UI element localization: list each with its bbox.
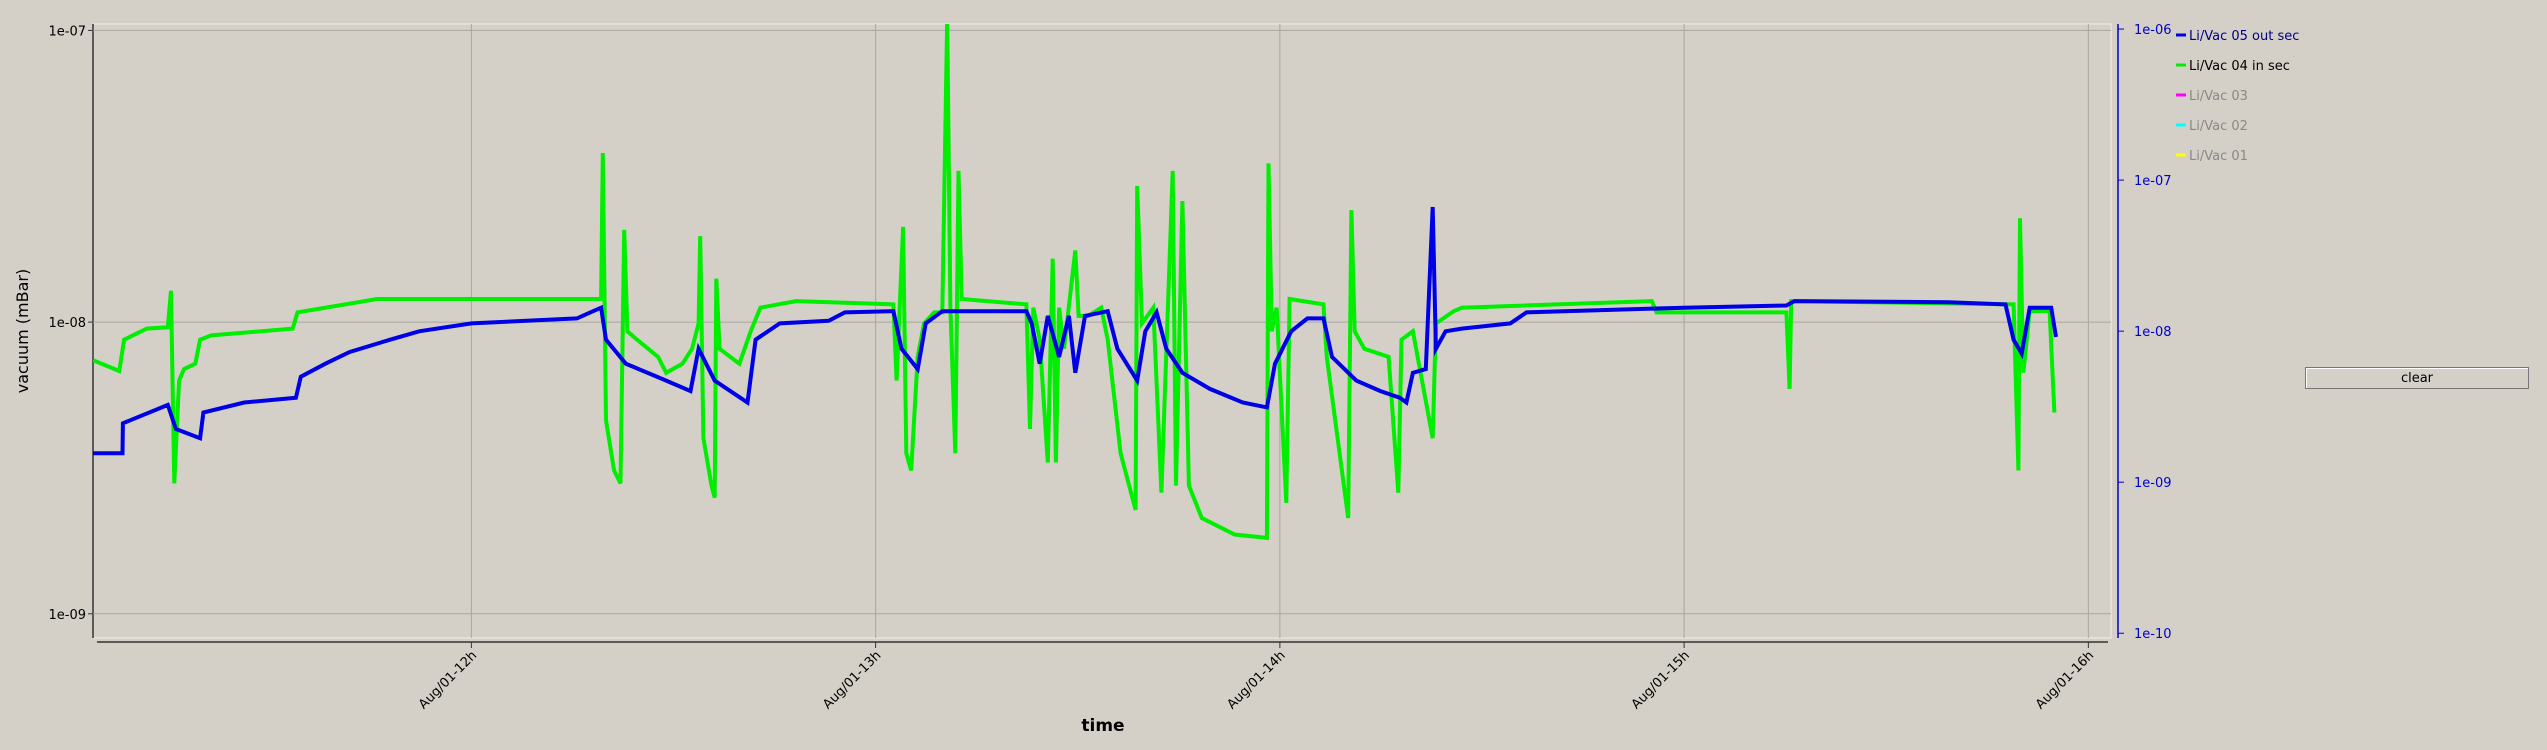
plot-frame <box>92 23 2112 639</box>
y-tick-label: 1e-09 <box>48 608 86 623</box>
series-line <box>93 206 2058 456</box>
legend-label: Li/Vac 03 <box>2189 89 2248 104</box>
y2-tick-label: 1e-09 <box>2134 476 2172 491</box>
plot-data <box>93 24 2058 541</box>
y-axis-label: vacuum (mBar) <box>13 269 32 393</box>
legend-label: Li/Vac 02 <box>2189 119 2248 134</box>
y-tick-label: 1e-08 <box>48 316 86 331</box>
y2-tick-label: 1e-07 <box>2134 174 2172 189</box>
x-tick-label: Aug/01-12h <box>416 648 480 712</box>
grid <box>93 24 2111 638</box>
y2-tick-label: 1e-10 <box>2134 627 2172 642</box>
clear-button[interactable]: clear <box>2305 367 2529 389</box>
y-tick-label: 1e-07 <box>48 24 86 39</box>
x-tick-label: Aug/01-16h <box>2033 648 2097 712</box>
x-axis-label: time <box>1081 716 1124 736</box>
series-line <box>93 24 2057 541</box>
y2-tick-label: 1e-06 <box>2134 23 2172 38</box>
legend-label: Li/Vac 01 <box>2189 149 2248 164</box>
x-tick-label: Aug/01-14h <box>1225 648 1289 712</box>
x-tick-label: Aug/01-13h <box>820 648 884 712</box>
legend-label: Li/Vac 04 in sec <box>2189 59 2290 74</box>
x-tick-label: Aug/01-15h <box>1629 648 1693 712</box>
legend-label: Li/Vac 05 out sec <box>2189 29 2299 44</box>
y2-tick-label: 1e-08 <box>2134 325 2172 340</box>
